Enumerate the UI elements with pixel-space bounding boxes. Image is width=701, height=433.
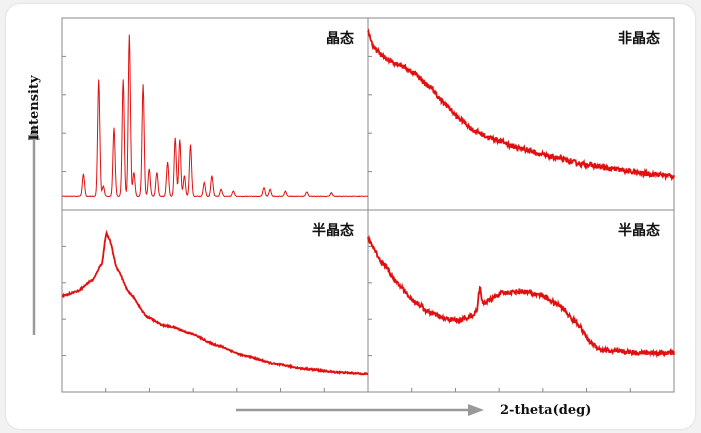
y-axis-arrow bbox=[28, 124, 40, 335]
figure-card bbox=[6, 4, 695, 429]
x-axis-arrow bbox=[236, 404, 484, 416]
panel-frame-top-left bbox=[61, 17, 369, 211]
panel-title-top-left: 晶态 bbox=[326, 30, 354, 47]
series-line-bottom-left bbox=[61, 229, 369, 376]
x-axis-label: 2-theta(deg) bbox=[500, 403, 591, 418]
panel-frame-bottom-right bbox=[367, 209, 675, 393]
series-line-top-left bbox=[61, 34, 369, 198]
panel-title-top-right: 非晶态 bbox=[618, 30, 660, 47]
panel-title-bottom-right: 半晶态 bbox=[618, 222, 660, 239]
y-axis-label: Intensity bbox=[27, 75, 42, 141]
series-line-bottom-right bbox=[367, 234, 675, 359]
series-line-top-right bbox=[367, 28, 675, 182]
panel-title-bottom-left: 半晶态 bbox=[312, 222, 354, 239]
